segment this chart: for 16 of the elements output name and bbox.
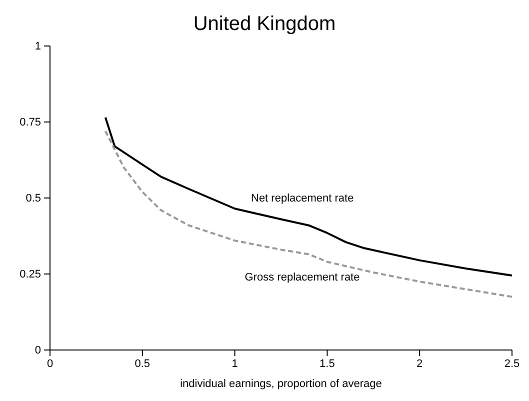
series-label: Net replacement rate [251,192,354,204]
y-tick-label: 0 [34,344,41,357]
x-tick-label: 0 [46,358,54,370]
series-label: Gross replacement rate [244,272,360,284]
x-tick-label: 1.5 [320,358,335,370]
x-tick-label: 2 [416,358,423,370]
y-tick-label: 1 [34,40,41,53]
y-tick-label: 0.5 [26,192,41,205]
line-series [104,130,513,298]
x-tick-label: 2.5 [504,358,520,370]
chart-title: United Kingdom [193,13,336,35]
x-axis-title: individual earnings, proportion of average [180,378,382,390]
x-tick-label: 0.5 [134,358,150,370]
y-tick-label: 0.75 [20,116,41,129]
y-tick-label: 0.25 [20,268,41,281]
x-tick-label: 1 [232,358,238,370]
